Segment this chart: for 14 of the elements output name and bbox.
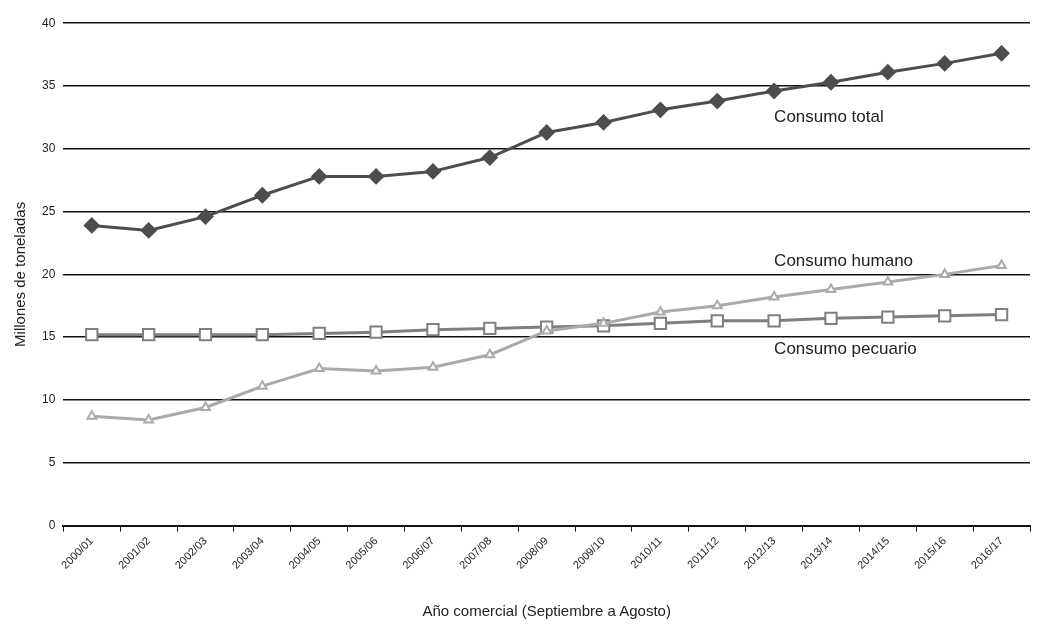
y-tick-label: 25 — [41, 203, 56, 218]
y-tick-label: 35 — [41, 78, 56, 93]
x-axis-title: Año comercial (Septiembre a Agosto) — [422, 602, 671, 620]
y-tick-label: 20 — [41, 266, 56, 281]
y-tick-label: 15 — [41, 329, 56, 344]
y-tick-label: 30 — [41, 141, 56, 156]
series-label: Consumo total — [774, 106, 884, 126]
series-label: Consumo pecuario — [774, 338, 917, 358]
y-tick-label: 0 — [48, 517, 56, 532]
series-label: Consumo humano — [774, 250, 914, 270]
y-axis-title: Millones de toneladas — [11, 201, 29, 347]
y-tick-label: 10 — [41, 392, 56, 407]
y-tick-label: 40 — [41, 15, 56, 30]
y-tick-label: 5 — [48, 455, 56, 470]
